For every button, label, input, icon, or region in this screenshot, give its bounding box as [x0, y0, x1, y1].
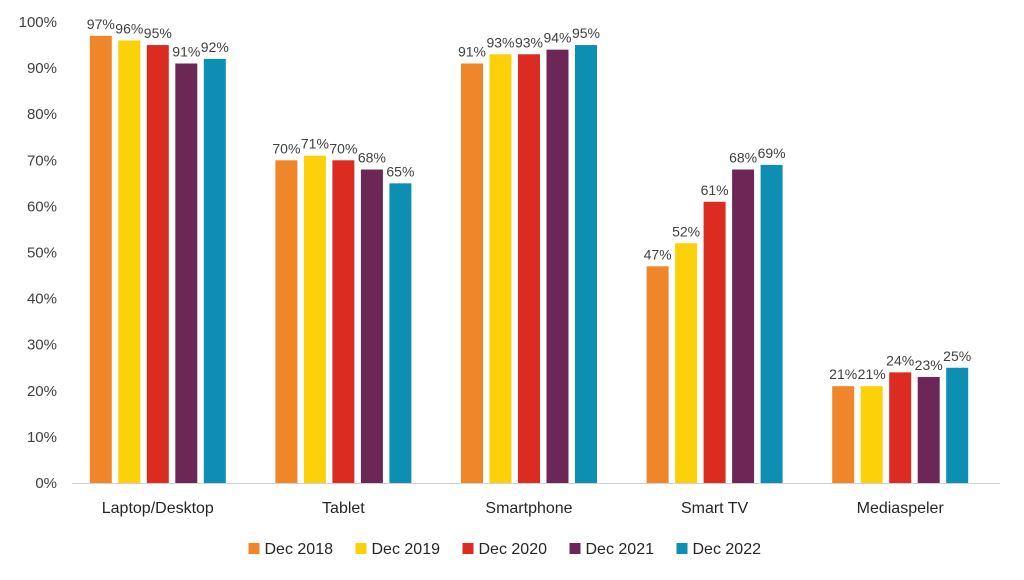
- bar: [461, 63, 483, 484]
- bar: [489, 54, 512, 484]
- bar: [760, 164, 783, 483]
- data-label: 65%: [386, 163, 414, 179]
- legend-swatch: [676, 543, 688, 554]
- data-label: 21%: [829, 366, 857, 382]
- bar: [703, 201, 726, 484]
- data-label: 91%: [172, 43, 200, 59]
- data-label: 92%: [201, 39, 229, 55]
- bar: [175, 63, 198, 484]
- legend-label: Dec 2020: [479, 541, 548, 558]
- bar: [646, 266, 669, 483]
- data-label: 61%: [701, 182, 729, 198]
- data-label: 47%: [644, 246, 672, 262]
- data-label: 97%: [87, 16, 115, 32]
- bar: [275, 160, 298, 484]
- bar: [89, 35, 112, 484]
- y-tick-label: 20%: [27, 383, 57, 400]
- bar: [118, 40, 141, 483]
- data-label: 91%: [458, 43, 486, 59]
- bar: [732, 169, 755, 483]
- bars: [89, 35, 969, 484]
- legend-label: Dec 2018: [265, 541, 334, 558]
- category-label: Mediaspeler: [857, 500, 945, 517]
- data-label: 68%: [729, 150, 757, 166]
- legend-swatch: [462, 543, 474, 554]
- data-label: 95%: [144, 25, 172, 41]
- bar: [860, 386, 883, 483]
- bar: [546, 49, 569, 483]
- bar: [360, 169, 383, 483]
- y-tick-label: 10%: [27, 429, 57, 446]
- data-label: 68%: [358, 150, 386, 166]
- bar: [303, 155, 326, 483]
- y-tick-label: 70%: [27, 152, 57, 169]
- y-tick-label: 50%: [27, 245, 57, 262]
- data-label: 69%: [758, 145, 786, 161]
- legend-swatch: [355, 543, 367, 554]
- y-tick-label: 40%: [27, 291, 57, 308]
- legend-label: Dec 2022: [693, 541, 762, 558]
- y-tick-label: 90%: [27, 60, 57, 77]
- y-tick-label: 30%: [27, 337, 57, 354]
- bar: [575, 45, 597, 484]
- bar: [518, 54, 540, 484]
- data-label: 24%: [886, 352, 914, 368]
- x-axis: Laptop/Desktop Tablet Smartphone Smart TV Me…: [102, 500, 945, 517]
- y-tick-label: 60%: [27, 198, 57, 215]
- data-label: 93%: [486, 34, 514, 50]
- legend-swatch: [569, 543, 581, 554]
- data-label: 71%: [301, 136, 329, 152]
- legend-label: Dec 2019: [372, 541, 441, 558]
- data-labels: 97% 96% 95%91% 92%70% 71% 70%68%65%91%93% 93% 9…: [87, 16, 971, 382]
- data-label: 52%: [672, 223, 700, 239]
- bar: [889, 372, 912, 483]
- data-label: 21%: [858, 366, 886, 382]
- data-label: 95%: [572, 25, 600, 41]
- bar: [675, 243, 698, 483]
- bar: [332, 160, 355, 484]
- bar: [832, 386, 855, 483]
- legend-label: Dec 2021: [586, 541, 655, 558]
- data-label: 96%: [115, 20, 143, 36]
- bar: [146, 45, 169, 484]
- category-label: Tablet: [322, 500, 365, 517]
- data-label: 93%: [515, 34, 543, 50]
- data-label: 70%: [329, 140, 357, 156]
- data-label: 25%: [943, 348, 971, 364]
- category-label: Smartphone: [485, 500, 572, 517]
- data-label: 70%: [272, 140, 300, 156]
- y-tick-label: 80%: [27, 106, 57, 123]
- y-tick-label: 100%: [19, 14, 57, 31]
- y-tick-label: 0%: [35, 475, 57, 492]
- data-label: 94%: [543, 30, 571, 46]
- legend: Dec 2018 Dec 2019 Dec 2020 Dec 2021 Dec 2022: [248, 541, 762, 558]
- y-axis: 0% 10% 20% 30% 40% 50% 60% 70% 80% 90% 100%: [19, 14, 57, 492]
- legend-swatch: [248, 543, 260, 554]
- bar: [203, 58, 226, 483]
- category-label: Laptop/Desktop: [102, 500, 214, 517]
- bar: [946, 367, 969, 483]
- category-label: Smart TV: [681, 500, 749, 517]
- data-label: 23%: [915, 357, 943, 373]
- bar: [389, 183, 412, 483]
- bar: [917, 376, 940, 483]
